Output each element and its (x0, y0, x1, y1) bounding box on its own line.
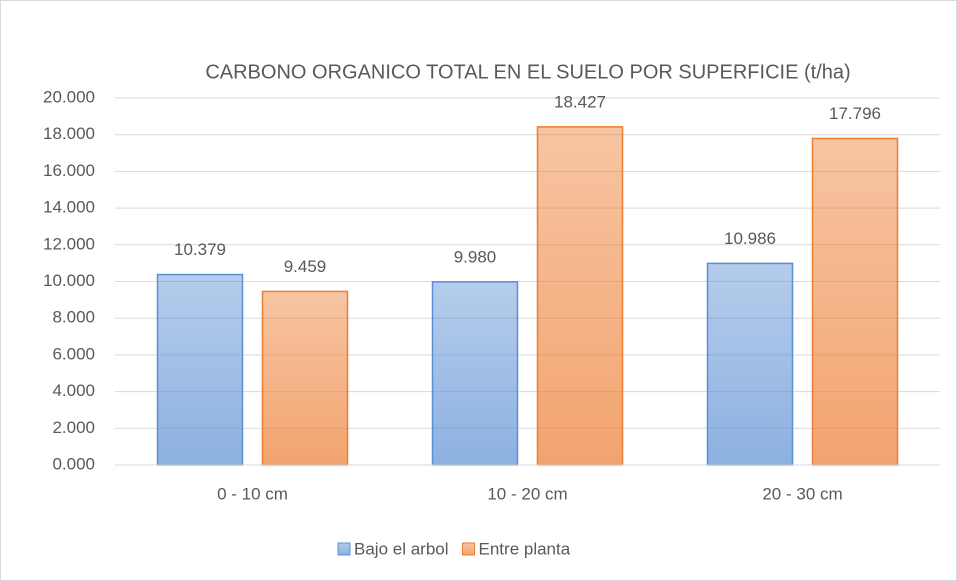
y-tick-label: 0.000 (52, 454, 95, 473)
data-label: 10.379 (174, 240, 226, 259)
legend-label: Entre planta (479, 539, 571, 558)
legend-label: Bajo el arbol (354, 539, 449, 558)
y-tick-label: 18.000 (43, 124, 95, 143)
y-tick-label: 16.000 (43, 161, 95, 180)
y-tick-label: 12.000 (43, 234, 95, 253)
bar (431, 281, 519, 466)
y-tick-label: 20.000 (43, 87, 95, 106)
data-label: 18.427 (554, 92, 606, 111)
legend-swatch (337, 542, 351, 556)
x-tick-label: 20 - 30 cm (762, 484, 842, 503)
data-label: 9.459 (284, 257, 327, 276)
y-tick-label: 8.000 (52, 308, 95, 327)
bar (261, 290, 349, 466)
bar (706, 262, 794, 466)
bar (811, 137, 899, 466)
chart-title: CARBONO ORGANICO TOTAL EN EL SUELO POR S… (205, 61, 850, 83)
bar (156, 273, 244, 466)
data-label: 9.980 (454, 247, 497, 266)
y-tick-label: 14.000 (43, 198, 95, 217)
x-tick-label: 10 - 20 cm (487, 484, 567, 503)
x-tick-label: 0 - 10 cm (217, 484, 288, 503)
y-tick-label: 10.000 (43, 271, 95, 290)
y-tick-label: 4.000 (52, 381, 95, 400)
legend-swatch (462, 542, 476, 556)
y-tick-label: 2.000 (52, 418, 95, 437)
data-label: 10.986 (724, 229, 776, 248)
data-label: 17.796 (829, 104, 881, 123)
y-tick-label: 6.000 (52, 344, 95, 363)
bar (536, 126, 624, 466)
